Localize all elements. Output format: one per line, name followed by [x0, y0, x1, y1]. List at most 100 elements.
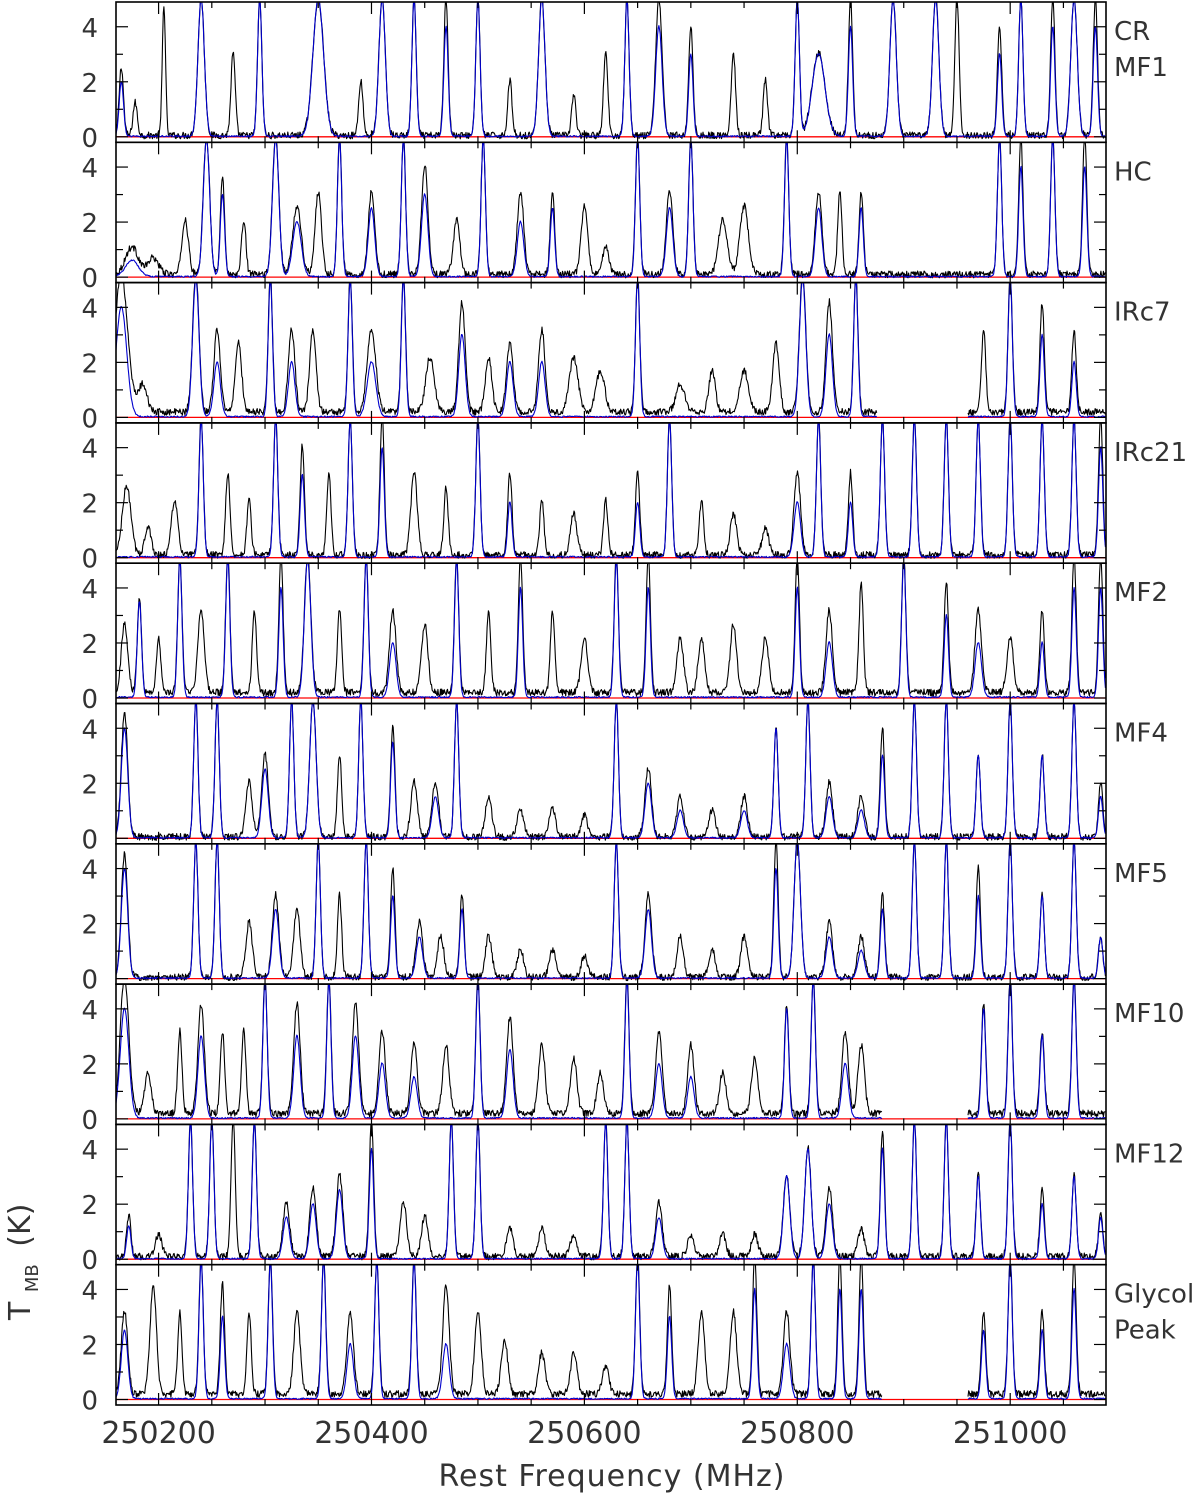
panel-frame — [115, 141, 1107, 284]
panel-model-spectrum — [116, 984, 1106, 1120]
panel-plot-area — [116, 422, 1106, 559]
panel-model-spectrum — [116, 282, 1106, 418]
panel-plot-area — [116, 843, 1106, 982]
panel-plot-area — [116, 1124, 1106, 1261]
panel-model-spectrum — [116, 2, 1106, 138]
y-axis-label-unit: (K) — [3, 1204, 38, 1247]
y-axis-label: T MB (K) — [3, 1204, 46, 1321]
y-tick-label: 0 — [81, 1386, 98, 1416]
y-tick-label: 4 — [81, 1136, 98, 1166]
x-axis-label: Rest Frequency (MHz) — [439, 1459, 786, 1494]
panel-label: IRc21 — [1114, 438, 1187, 468]
y-axis-label-main: T — [3, 1301, 38, 1321]
y-tick-label: 2 — [81, 911, 98, 941]
y-tick-label: 4 — [81, 856, 98, 886]
panel-plot-area — [116, 984, 1106, 1120]
y-tick-label: 2 — [81, 1051, 98, 1081]
x-tick-label: 250200 — [101, 1416, 216, 1451]
panel-frame — [115, 1263, 1107, 1406]
y-tick-label: 0 — [81, 545, 98, 575]
y-tick-label: 4 — [81, 14, 98, 44]
panel-plot-area — [116, 703, 1106, 841]
panel-label: Glycol — [1114, 1280, 1194, 1310]
y-tick-label: 4 — [81, 996, 98, 1026]
panel-observed-spectrum — [116, 563, 1106, 697]
panel-observed-spectrum — [116, 1264, 1106, 1398]
y-tick-label: 2 — [81, 770, 98, 800]
panel-label: MF12 — [1114, 1139, 1184, 1169]
y-tick-label: 4 — [81, 1276, 98, 1306]
panel-model-spectrum — [116, 703, 1106, 839]
panel-3: 0 2 4 IRc7 — [81, 281, 1171, 434]
panel-5: 0 2 4 MF2 — [81, 562, 1168, 715]
y-tick-label: 2 — [81, 630, 98, 660]
panel-7: 0 2 4 MF5 — [81, 842, 1168, 996]
panel-plot-area — [116, 142, 1106, 279]
panel-label: MF4 — [1114, 719, 1168, 749]
panel-observed-spectrum — [116, 703, 1106, 841]
y-tick-label: 4 — [81, 575, 98, 605]
y-tick-label: 2 — [81, 209, 98, 239]
panel-model-spectrum — [116, 422, 1106, 559]
y-tick-label: 0 — [81, 685, 98, 715]
y-tick-label: 2 — [81, 490, 98, 520]
panel-plot-area — [116, 2, 1106, 140]
panel-label: HC — [1114, 157, 1152, 187]
panel-observed-spectrum — [116, 142, 1106, 279]
panel-model-spectrum — [116, 563, 1106, 699]
x-tick-label: 250400 — [314, 1416, 429, 1451]
panel-observed-spectrum — [116, 984, 1106, 1118]
panel-model-spectrum — [116, 1124, 1106, 1260]
svg-text:T MB (K): T MB (K) — [3, 1204, 46, 1321]
x-tick-label: 250600 — [527, 1416, 642, 1451]
y-tick-label: 4 — [81, 435, 98, 465]
y-tick-label: 0 — [81, 264, 98, 294]
x-tick-label: 250800 — [740, 1416, 855, 1451]
panel-plot-area — [116, 1264, 1106, 1401]
y-tick-label: 0 — [81, 124, 98, 154]
panel-frame — [115, 842, 1107, 985]
y-tick-label: 4 — [81, 715, 98, 745]
panel-label: IRc7 — [1114, 298, 1171, 328]
panel-frame — [115, 702, 1107, 845]
y-tick-label: 2 — [81, 1191, 98, 1221]
panel-frame — [115, 1123, 1107, 1266]
panel-frame — [115, 281, 1107, 424]
y-tick-label: 0 — [81, 966, 98, 996]
panel-label: MF5 — [1114, 859, 1168, 889]
panel-frame — [115, 983, 1107, 1126]
y-tick-label: 2 — [81, 69, 98, 99]
panel-label: CR — [1114, 17, 1150, 47]
panel-4: 0 2 4 IRc21 — [81, 422, 1187, 575]
panel-observed-spectrum — [116, 422, 1106, 559]
y-tick-label: 0 — [81, 1246, 98, 1276]
y-tick-label: 0 — [81, 825, 98, 855]
panel-observed-spectrum — [116, 282, 1106, 416]
panel-frame — [115, 422, 1107, 564]
panel-8: 0 2 4 MF10 — [81, 983, 1184, 1136]
panel-label: MF1 — [1114, 53, 1168, 83]
panel-6: 0 2 4 MF4 — [81, 702, 1168, 855]
panel-9: 0 2 4 MF12 — [81, 1123, 1184, 1276]
panel-plot-area — [116, 563, 1106, 699]
y-tick-label: 2 — [81, 349, 98, 379]
y-tick-label: 4 — [81, 154, 98, 184]
y-tick-label: 4 — [81, 294, 98, 324]
panel-1: 0 2 4 CR MF1 — [81, 1, 1168, 154]
panel-model-spectrum — [116, 142, 1106, 278]
panel-label: Peak — [1114, 1316, 1176, 1346]
panel-2: 0 2 4 HC — [81, 141, 1152, 294]
panel-label: MF10 — [1114, 999, 1184, 1029]
panel-observed-spectrum — [116, 1124, 1106, 1261]
y-tick-label: 0 — [81, 404, 98, 434]
y-axis-label-subscript: MB — [22, 1264, 43, 1292]
y-tick-label: 0 — [81, 1106, 98, 1136]
panel-model-spectrum — [116, 1264, 1106, 1400]
panel-10: 0 2 4 Glycol Peak — [81, 1263, 1194, 1416]
panel-model-spectrum — [116, 843, 1106, 980]
panel-plot-area — [116, 282, 1106, 419]
panel-observed-spectrum — [116, 843, 1106, 982]
